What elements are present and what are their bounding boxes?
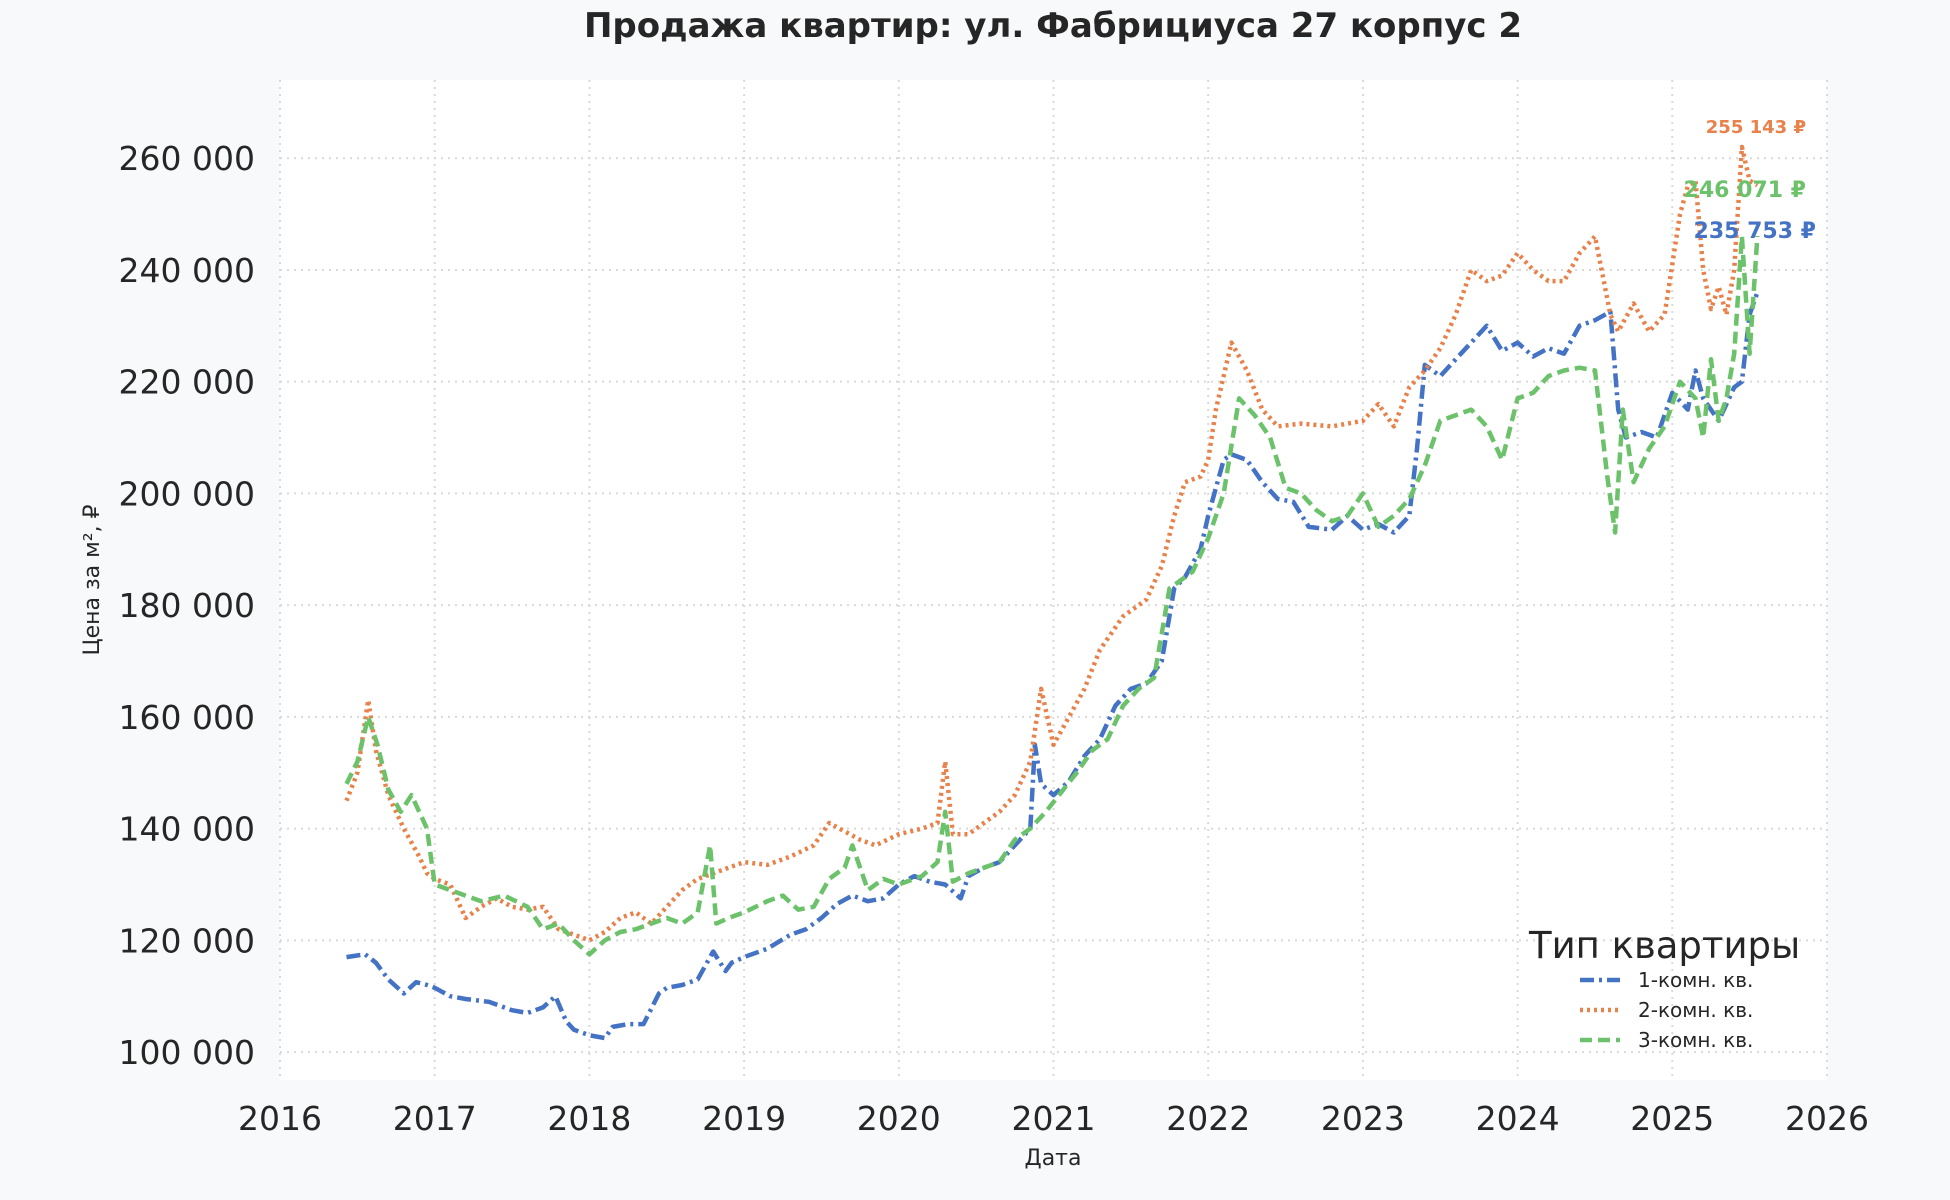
series-end-label: 255 143 ₽ (1706, 117, 1806, 138)
y-tick-label: 240 000 (119, 251, 255, 290)
legend-entry-label: 2-комн. кв. (1638, 998, 1753, 1022)
x-tick-label: 2021 (1012, 1099, 1096, 1138)
x-tick-label: 2020 (857, 1099, 941, 1138)
series-line (346, 291, 1760, 1041)
legend-entry-label: 1-комн. кв. (1638, 968, 1753, 992)
x-tick-label: 2023 (1321, 1099, 1405, 1138)
x-axis-ticks: 2016 2017 2018 2019 2020 2021 2022 2023 2024 2025… (238, 1099, 1869, 1138)
legend-title: Тип квартиры (1528, 924, 1800, 967)
x-tick-label: 2025 (1630, 1099, 1714, 1138)
y-tick-label: 180 000 (119, 586, 255, 625)
series-end-label: 235 753 ₽ (1694, 219, 1816, 244)
y-tick-label: 160 000 (119, 698, 255, 737)
x-tick-label: 2018 (547, 1099, 631, 1138)
series-end-label: 246 071 ₽ (1684, 178, 1806, 203)
y-tick-label: 100 000 (119, 1033, 255, 1072)
end-labels: 235 753 ₽ 255 143 ₽ 246 071 ₽ (1684, 117, 1816, 244)
legend: Тип квартиры 1-комн. кв. 2-комн. кв. 3-ком… (1528, 924, 1800, 1052)
y-tick-label: 220 000 (119, 363, 255, 402)
series-line (344, 144, 1759, 943)
x-tick-label: 2016 (238, 1099, 322, 1138)
x-tick-label: 2026 (1785, 1099, 1869, 1138)
y-tick-label: 140 000 (119, 810, 255, 849)
x-tick-label: 2022 (1166, 1099, 1250, 1138)
legend-entry-label: 3-комн. кв. (1638, 1028, 1753, 1052)
chart-title: Продажа квартир: ул. Фабрициуса 27 корпу… (584, 6, 1522, 46)
series-lines (344, 144, 1760, 1041)
legend-items: 1-комн. кв. 2-комн. кв. 3-комн. кв. (1580, 968, 1753, 1052)
y-tick-label: 260 000 (119, 139, 255, 178)
y-tick-label: 120 000 (119, 921, 255, 960)
x-tick-label: 2024 (1476, 1099, 1560, 1138)
y-axis-ticks: 100 000 120 000 140 000 160 000 180 000 200 0… (119, 139, 255, 1072)
x-axis-label: Дата (1025, 1146, 1082, 1171)
y-axis-label: Цена за м², ₽ (80, 504, 105, 655)
series-line (344, 234, 1760, 957)
x-tick-label: 2019 (702, 1099, 786, 1138)
y-tick-label: 200 000 (119, 474, 255, 513)
x-tick-label: 2017 (393, 1099, 477, 1138)
